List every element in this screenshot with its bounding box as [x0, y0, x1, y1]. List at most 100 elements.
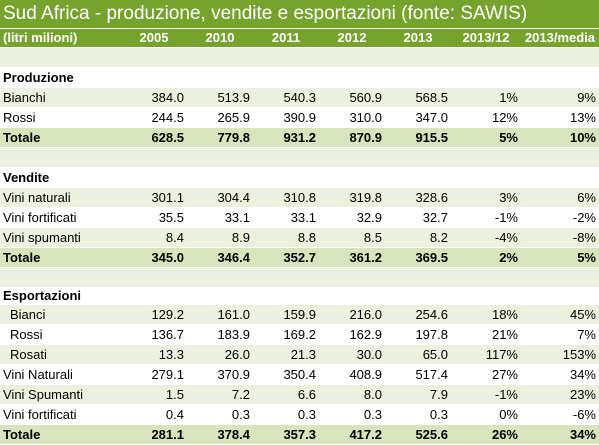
cell: 513.9	[187, 87, 253, 108]
cell: 378.4	[187, 424, 253, 445]
row-label: Vini Naturali	[0, 364, 121, 385]
cell: 13%	[521, 107, 599, 128]
cell: 345.0	[121, 247, 187, 268]
cell: 30.0	[319, 344, 385, 365]
cell: 870.9	[319, 127, 385, 148]
cell: 8.2	[385, 227, 451, 248]
cell: -1%	[451, 384, 521, 405]
cell: 8.5	[319, 227, 385, 248]
spacer-row	[0, 47, 599, 68]
cell: 32.9	[319, 207, 385, 228]
row-label: Vini Spumanti	[0, 384, 121, 405]
cell: 8.8	[253, 227, 319, 248]
cell: 27%	[451, 364, 521, 385]
cell: 931.2	[253, 127, 319, 148]
header-2012: 2012	[319, 29, 385, 48]
cell: 33.1	[187, 207, 253, 228]
cell: 34%	[521, 424, 599, 445]
cell: 279.1	[121, 364, 187, 385]
section-label: Esportazioni	[0, 287, 599, 305]
cell: 310.8	[253, 187, 319, 208]
cell: 0.3	[385, 404, 451, 425]
cell: 0%	[451, 404, 521, 425]
table-row: Rossi 244.5 265.9 390.9 310.0 347.0 12% …	[0, 107, 599, 128]
cell: 369.5	[385, 247, 451, 268]
cell: 117%	[451, 344, 521, 365]
cell: 1%	[451, 87, 521, 108]
spacer-row	[0, 147, 599, 168]
cell: 301.1	[121, 187, 187, 208]
table-row: Vini spumanti 8.4 8.9 8.8 8.5 8.2 -4% -8…	[0, 227, 599, 248]
cell: 0.3	[187, 404, 253, 425]
cell: 159.9	[253, 304, 319, 325]
cell: 32.7	[385, 207, 451, 228]
cell: 390.9	[253, 107, 319, 128]
total-label: Totale	[0, 424, 121, 445]
cell: 153%	[521, 344, 599, 365]
cell: 45%	[521, 304, 599, 325]
cell: 26.0	[187, 344, 253, 365]
row-label: Vini spumanti	[0, 227, 121, 248]
section-label: Vendite	[0, 167, 599, 188]
cell: 254.6	[385, 304, 451, 325]
cell: 5%	[451, 127, 521, 148]
cell: 9%	[521, 87, 599, 108]
cell: 183.9	[187, 324, 253, 345]
cell: 915.5	[385, 127, 451, 148]
cell: 18%	[451, 304, 521, 325]
header-change-2013-12: 2013/12	[451, 29, 521, 48]
header-2010: 2010	[187, 29, 253, 48]
row-label: Rossi	[0, 324, 121, 345]
total-label: Totale	[0, 127, 121, 148]
cell: 10%	[521, 127, 599, 148]
cell: 7.9	[385, 384, 451, 405]
cell: 7.2	[187, 384, 253, 405]
section-produzione: Produzione	[0, 67, 599, 88]
cell: 8.9	[187, 227, 253, 248]
cell: -4%	[451, 227, 521, 248]
header-unit: (litri milioni)	[0, 29, 121, 48]
cell: 265.9	[187, 107, 253, 128]
cell: 0.3	[253, 404, 319, 425]
row-label: Vini fortificati	[0, 207, 121, 228]
cell: 12%	[451, 107, 521, 128]
row-label: Vini naturali	[0, 187, 121, 208]
cell: 136.7	[121, 324, 187, 345]
cell: 517.4	[385, 364, 451, 385]
sheet-title: Sud Africa - produzione, vendite e espor…	[0, 0, 599, 29]
cell: -8%	[521, 227, 599, 248]
cell: 0.4	[121, 404, 187, 425]
cell: 26%	[451, 424, 521, 445]
cell: 216.0	[319, 304, 385, 325]
spacer-row	[0, 267, 599, 288]
table-row: Vini fortificati 0.4 0.3 0.3 0.3 0.3 0% …	[0, 404, 599, 425]
cell: 0.3	[319, 404, 385, 425]
cell: 129.2	[121, 304, 187, 325]
table-row: Vini fortificati 35.5 33.1 33.1 32.9 32.…	[0, 207, 599, 228]
cell: -6%	[521, 404, 599, 425]
section-label: Produzione	[0, 67, 599, 88]
cell: 21%	[451, 324, 521, 345]
cell: 350.4	[253, 364, 319, 385]
cell: 347.0	[385, 107, 451, 128]
cell: 6%	[521, 187, 599, 208]
cell: 161.0	[187, 304, 253, 325]
cell: 361.2	[319, 247, 385, 268]
cell: 169.2	[253, 324, 319, 345]
row-label: Bianci	[0, 304, 121, 325]
table-row: Rosati 13.3 26.0 21.3 30.0 65.0 117% 153…	[0, 344, 599, 365]
cell: 352.7	[253, 247, 319, 268]
cell: 281.1	[121, 424, 187, 445]
cell: 525.6	[385, 424, 451, 445]
cell: 370.9	[187, 364, 253, 385]
cell: 23%	[521, 384, 599, 405]
total-row-vendite: Totale 345.0 346.4 352.7 361.2 369.5 2% …	[0, 247, 599, 268]
cell: 33.1	[253, 207, 319, 228]
header-2011: 2011	[253, 29, 319, 48]
row-label: Rosati	[0, 344, 121, 365]
table-row: Rossi 136.7 183.9 169.2 162.9 197.8 21% …	[0, 324, 599, 345]
cell: 328.6	[385, 187, 451, 208]
total-label: Totale	[0, 247, 121, 268]
cell: 408.9	[319, 364, 385, 385]
cell: 628.5	[121, 127, 187, 148]
